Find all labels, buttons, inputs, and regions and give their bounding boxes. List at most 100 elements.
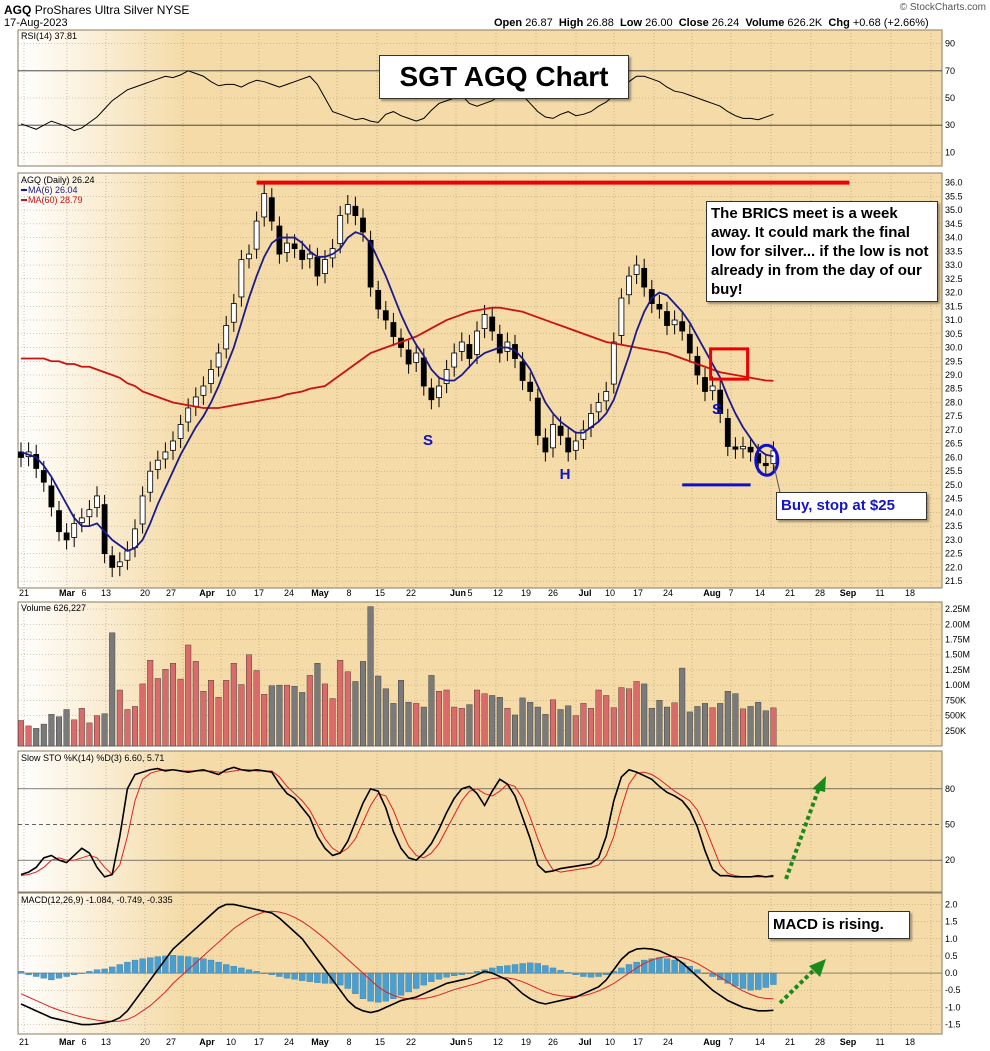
x-tick-label: May xyxy=(311,588,329,598)
volume-tick-label: 1.75M xyxy=(945,634,970,644)
rsi-tick-label: 70 xyxy=(945,66,955,76)
candle-body xyxy=(40,470,47,483)
volume-bar xyxy=(451,706,458,747)
macd-histogram-bar xyxy=(321,972,329,984)
macd-histogram-bar xyxy=(192,957,199,974)
x-tick-label: 8 xyxy=(346,588,351,598)
macd-histogram-bar xyxy=(390,972,397,999)
x-tick-label: 17 xyxy=(254,588,264,598)
volume-bar xyxy=(101,713,108,747)
price-tick-label: 26.5 xyxy=(945,439,963,449)
volume-bar xyxy=(474,689,481,747)
x-tick-label: 18 xyxy=(905,1037,915,1047)
x-tick-label: 20 xyxy=(140,1037,150,1047)
volume-bar xyxy=(116,689,123,747)
macd-histogram-bar xyxy=(185,956,192,974)
candle-body xyxy=(496,333,503,354)
volume-bar xyxy=(154,678,161,747)
x-tick-label: 21 xyxy=(785,588,795,598)
candle-body xyxy=(390,322,397,337)
candle-body xyxy=(565,437,572,453)
macd-histogram-bar xyxy=(223,964,230,974)
macd-histogram-bar xyxy=(557,970,564,974)
macd-histogram-bar xyxy=(435,972,443,980)
volume-bar xyxy=(610,707,617,747)
x-tick-label: 12 xyxy=(493,1037,503,1047)
x-tick-label: Mar xyxy=(59,588,76,598)
x-tick-label: Jun xyxy=(450,588,466,598)
candle-body xyxy=(671,319,678,326)
x-tick-label: 24 xyxy=(284,588,294,598)
volume-bar xyxy=(413,703,420,747)
volume-bar xyxy=(595,689,602,747)
sto-k-line xyxy=(20,766,774,878)
price-tick-label: 21.5 xyxy=(945,576,963,586)
candle-body xyxy=(246,253,252,260)
macd-histogram-bar xyxy=(86,971,93,974)
macd-histogram-bar xyxy=(443,972,450,978)
volume-bar xyxy=(299,692,306,747)
candle-body xyxy=(694,355,701,376)
rsi-tick-label: 90 xyxy=(945,39,955,49)
macd-histogram-bar xyxy=(762,972,769,988)
volume-bar xyxy=(481,693,488,747)
pattern-label: H xyxy=(560,466,571,483)
volume-bar xyxy=(382,688,389,747)
macd-histogram-bar xyxy=(405,972,412,993)
candle-body xyxy=(527,381,534,392)
candle-body xyxy=(481,314,488,329)
volume-bar xyxy=(671,702,678,747)
x-tick-label: Apr xyxy=(199,1037,215,1047)
x-tick-label: 6 xyxy=(81,1037,86,1047)
macd-histogram-bar xyxy=(253,971,260,974)
candle-body xyxy=(466,344,473,359)
volume-bar xyxy=(724,691,731,747)
low-value: 26.00 xyxy=(645,17,673,29)
macd-histogram-bar xyxy=(397,972,405,996)
volume-bar xyxy=(458,708,465,747)
candle-body xyxy=(132,528,138,548)
macd-histogram-bar xyxy=(230,966,237,974)
volume-bar xyxy=(162,669,169,747)
x-tick-label: 5 xyxy=(467,588,472,598)
x-tick-label: Sep xyxy=(840,588,857,598)
macd-histogram-bar xyxy=(663,958,671,974)
sto-arrow-shaft xyxy=(784,784,822,880)
volume-bar xyxy=(78,708,85,747)
x-tick-label: 7 xyxy=(728,588,733,598)
macd-histogram-bar xyxy=(359,972,367,999)
sto-tick-label: 50 xyxy=(945,820,955,830)
candle-body xyxy=(413,352,420,363)
price-tick-label: 34.0 xyxy=(945,233,963,243)
x-tick-label: 6 xyxy=(81,588,86,598)
volume-bar xyxy=(131,706,138,747)
candle-body xyxy=(626,275,632,296)
volume-bar xyxy=(360,661,367,747)
macd-histogram-bar xyxy=(420,972,427,986)
source-credit: © StockCharts.com xyxy=(899,2,986,13)
candle-body xyxy=(610,341,617,385)
macd-histogram-bar xyxy=(215,961,222,974)
candle-body xyxy=(420,357,427,387)
ohlc-readout: Open 26.87 High 26.88 Low 26.00 Close 26… xyxy=(494,17,929,29)
volume-bar xyxy=(702,703,709,747)
x-tick-label: 22 xyxy=(406,588,416,598)
macd-tick-label: 0.5 xyxy=(945,951,958,961)
macd-histogram-bar xyxy=(306,972,313,982)
candle-body xyxy=(314,256,321,277)
price-tick-label: 22.0 xyxy=(945,562,963,572)
volume-bar xyxy=(18,720,25,747)
candle-body xyxy=(268,197,275,222)
volume-bar xyxy=(770,707,777,747)
price-tick-label: 24.0 xyxy=(945,507,963,517)
macd-histogram-bar xyxy=(413,972,420,989)
panel-sto xyxy=(17,750,943,893)
candle-body xyxy=(762,462,769,467)
volume-bar xyxy=(192,661,199,747)
macd-histogram-bar xyxy=(40,972,47,979)
volume-tick-label: 250K xyxy=(945,726,966,736)
macd-histogram-bar xyxy=(291,972,298,980)
candle-body xyxy=(337,215,344,245)
volume-bar xyxy=(405,701,412,747)
macd-histogram-bar xyxy=(580,972,587,977)
